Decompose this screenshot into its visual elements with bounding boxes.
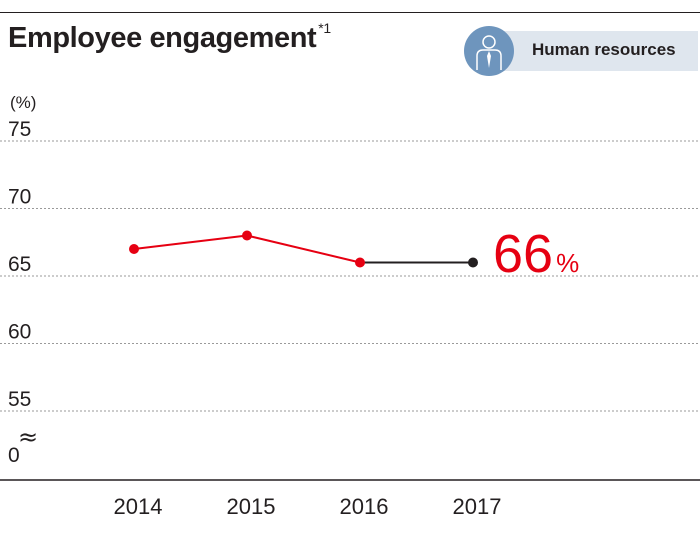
y-tick-label-0: 0 — [8, 444, 20, 467]
title-footnote-mark: *1 — [318, 20, 331, 36]
y-unit-label: (%) — [10, 93, 36, 112]
top-rule — [0, 12, 700, 13]
data-point-2015 — [242, 230, 252, 241]
data-point-2016 — [355, 257, 365, 268]
y-tick-label-60: 60 — [8, 321, 31, 344]
series-lines — [133, 234, 473, 264]
y-tick-label-55: 55 — [8, 388, 31, 411]
x-tick-label-2014: 2014 — [114, 494, 163, 519]
badge-label: Human resources — [532, 40, 676, 59]
x-tick-label-2017: 2017 — [453, 494, 502, 519]
y-tick-label-65: 65 — [8, 253, 31, 276]
y-tick-labels: 75 70 65 60 55 0 — [8, 118, 31, 467]
series-segment-2014-2015 — [133, 234, 248, 250]
data-point-2017 — [468, 257, 478, 268]
x-tick-label-2016: 2016 — [340, 494, 389, 519]
category-badge: Human resources — [464, 26, 698, 76]
data-point-2014 — [129, 244, 139, 254]
highlight-value: 66 — [493, 224, 553, 284]
series-segment-2015-2016 — [246, 234, 361, 264]
x-tick-labels: 2014 2015 2016 2017 — [114, 494, 502, 519]
person-icon — [464, 26, 514, 76]
series-points — [129, 230, 478, 268]
badge-background — [492, 31, 698, 71]
y-tick-label-70: 70 — [8, 186, 31, 209]
x-tick-label-2015: 2015 — [227, 494, 276, 519]
grid-lines — [0, 140, 700, 412]
axis-break-symbol: ≈ — [18, 423, 38, 451]
y-tick-label-75: 75 — [8, 118, 31, 141]
highlight-unit: % — [556, 248, 579, 278]
chart-title: Employee engagement *1 — [8, 20, 331, 54]
highlight-value-label: 66% — [493, 224, 579, 284]
